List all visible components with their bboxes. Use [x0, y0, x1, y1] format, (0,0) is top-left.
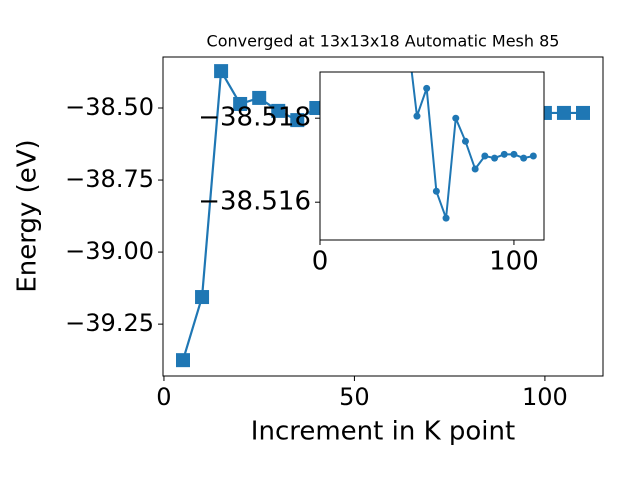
data-point — [529, 152, 537, 160]
data-point — [413, 112, 421, 120]
data-point — [452, 114, 460, 122]
data-point — [252, 90, 267, 105]
x-tick-label: 50 — [339, 383, 370, 411]
data-point — [500, 150, 508, 158]
y-tick-label: −38.518 — [198, 103, 311, 133]
data-point — [481, 152, 489, 160]
data-point — [214, 64, 229, 79]
data-point — [233, 96, 248, 111]
plot-data — [410, 72, 537, 222]
y-axis-label: Energy (eV) — [13, 139, 43, 292]
chart-title: Converged at 13x13x18 Automatic Mesh 85 — [207, 32, 560, 51]
data-point — [290, 113, 305, 128]
data-point — [432, 187, 440, 195]
y-tick-label: −38.516 — [198, 187, 311, 217]
x-tick-label: 100 — [489, 247, 539, 277]
x-axis-label: Increment in K point — [251, 417, 515, 447]
data-point — [423, 84, 431, 92]
y-tick-label: −39.25 — [65, 309, 154, 337]
x-tick-label: 100 — [522, 383, 568, 411]
axes-frame — [162, 56, 604, 377]
inset-axes: 0 100 −38.518 −38.516 — [198, 71, 545, 277]
data-point — [271, 103, 286, 118]
axes-frame — [319, 71, 545, 241]
plot-area — [320, 72, 544, 240]
y-tick-label: −38.75 — [65, 165, 154, 193]
data-point — [520, 154, 528, 162]
data-point — [576, 105, 590, 120]
data-point — [471, 165, 479, 173]
x-tick-label: 0 — [156, 383, 171, 411]
y-tick-label: −38.50 — [65, 93, 154, 121]
data-point — [491, 154, 499, 162]
data-point — [176, 353, 190, 368]
data-point — [461, 137, 469, 145]
data-point — [556, 105, 571, 120]
x-tick-label: 0 — [312, 247, 329, 277]
y-tick-label: −39.00 — [65, 237, 154, 265]
data-point — [510, 150, 518, 158]
data-point — [442, 214, 450, 222]
data-point — [195, 290, 210, 305]
